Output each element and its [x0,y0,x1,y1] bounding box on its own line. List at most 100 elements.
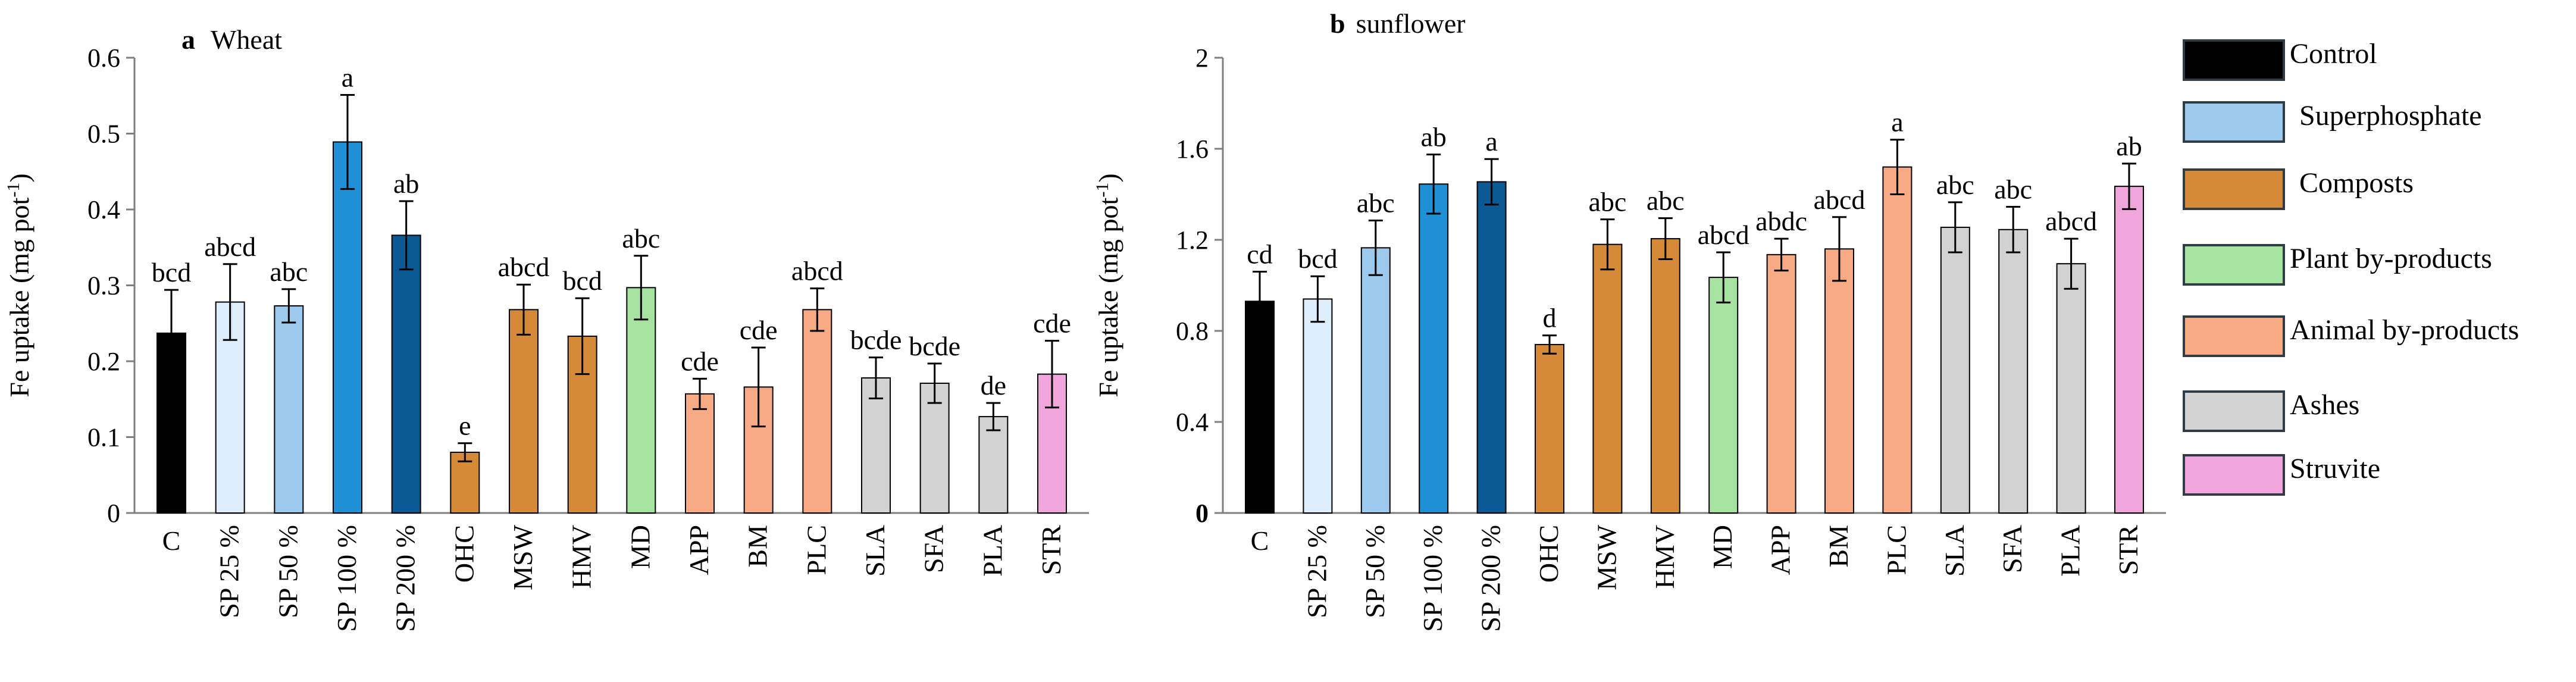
x-tick-label: MSW [508,524,538,590]
significance-letter: cde [681,346,719,376]
x-tick-label: MSW [1591,524,1622,590]
significance-letter: abc [1357,187,1395,218]
x-tick-label: APP [1766,525,1796,575]
significance-letter: de [981,370,1006,401]
bar-bm [1824,248,1854,514]
error-bar-app [693,377,707,410]
panel-title: a Wheat [181,24,282,55]
error-bar-str [2122,162,2136,210]
error-bar-sfa [927,362,942,404]
error-bar-sla [869,356,883,399]
y-tick-label: 0.4 [87,195,120,224]
x-tick-label: SFA [919,525,949,573]
bar-sfa [1998,229,2029,514]
bar-plc [802,309,832,514]
panel-a-wheat-chart: 0 0.1 0.2 0.3 0.4 0.5 0.6 Fe uptake (mg pot-1) a… [4,24,1089,632]
significance-letter: abc [270,256,308,287]
x-tick-label: SLA [1939,525,1970,577]
x-tick-label: MD [1707,525,1738,569]
legend-item-control: Control [2183,38,2377,81]
significance-letter: abcd [1698,220,1749,250]
significance-letter: abc [622,223,660,254]
y-tick-label: 0 [107,499,120,528]
bar-sfa [919,382,950,514]
y-tick-label: 0 [1195,499,1209,528]
x-tick-label: SLA [860,525,890,577]
error-bar-msw [1600,218,1615,271]
x-tick-label: APP [684,525,714,575]
y-tick-label: 2 [1195,43,1209,73]
bar-hmv [1650,238,1680,514]
error-bar-pla [2064,237,2079,290]
x-tick-label: SP 50 % [273,525,303,618]
legend-swatch [2183,390,2285,432]
legend-label: Animal by-products [2290,314,2519,346]
legend-item-struvite: Struvite [2183,453,2380,496]
significance-letter: bcd [1298,243,1337,274]
panel-b-sunflower-chart: 0 0.4 0.8 1.2 1.6 2 Fe uptake (mg pot-1) b sunfl… [1093,8,2166,632]
x-tick-label: SP 100 % [1417,525,1448,632]
bar-sp-200 [1476,181,1507,514]
bar-sla [861,377,891,514]
x-tick-label: PLC [1881,525,1911,575]
bar-c [1245,301,1275,514]
significance-letter: a [342,62,353,92]
error-bar-md [1716,251,1731,304]
legend-label: Struvite [2290,453,2380,484]
significance-letter: abc [1647,186,1685,216]
x-tick-label: PLC [801,525,831,575]
x-tick-label: OHC [1533,525,1564,583]
significance-letter: a [1891,107,1903,137]
significance-letter: bcde [909,331,960,361]
bar-pla [978,416,1009,514]
x-tick-label: SP 200 % [1476,525,1506,632]
legend-swatch [2183,168,2285,210]
x-tick-label: OHC [449,525,479,583]
bar-sp-50 [274,305,304,514]
significance-letter: ab [393,168,419,199]
x-tick-label: MD [625,525,655,569]
x-tick-label: BM [743,525,773,568]
error-bar-pla [986,402,1001,431]
x-tick-label: STR [1036,525,1066,575]
x-tick-label: SP 100 % [331,525,362,632]
error-bar-plc [1890,139,1905,195]
significance-letter: a [1485,126,1497,157]
legend-label: Plant by-products [2290,243,2492,274]
error-bar-plc [810,287,825,332]
significance-letter: abcd [2045,206,2097,236]
y-tick-label: 1.6 [1176,134,1209,164]
y-tick-label: 0.3 [87,271,120,301]
error-bar-sp-200 [1484,158,1499,206]
legend-item-ashes: Ashes [2183,389,2359,432]
significance-letter: abcd [791,256,843,286]
error-bar-sp-100 [340,93,355,190]
x-tick-label: HMV [566,525,597,589]
x-tick-label: C [162,525,181,556]
legend-item-animal-by-products: Animal by-products [2183,314,2519,357]
significance-letter: ab [2116,131,2142,161]
x-tick-label: SFA [1997,525,2027,573]
y-tick-label: 0.1 [87,423,120,452]
significance-letter: bcd [562,265,602,296]
error-bar-md [634,255,649,321]
significance-letter: cde [740,315,778,345]
significance-letter: cde [1033,308,1071,339]
bar-sp-200 [391,234,421,514]
error-bar-msw [517,283,531,336]
error-bar-sp-25 [223,263,237,341]
legend-item-composts: Composts [2183,167,2414,210]
y-tick-label: 0.8 [1176,317,1209,346]
significance-letter: d [1543,303,1557,333]
significance-letter: bcd [152,257,191,287]
error-bar-bm [751,346,766,428]
error-bar-ohc [1542,334,1557,355]
error-bar-sp-200 [399,200,414,271]
bar-sp-25 [1303,298,1333,514]
y-tick-label: 0.5 [87,120,120,149]
legend-swatch [2183,39,2285,81]
x-tick-label: HMV [1649,525,1680,589]
error-bar-hmv [575,297,590,376]
legend-label: Composts [2299,167,2414,199]
